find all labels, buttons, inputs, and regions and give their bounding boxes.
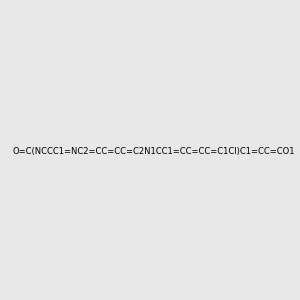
Text: O=C(NCCC1=NC2=CC=CC=C2N1CC1=CC=CC=C1Cl)C1=CC=CO1: O=C(NCCC1=NC2=CC=CC=C2N1CC1=CC=CC=C1Cl)C… [13, 147, 295, 156]
